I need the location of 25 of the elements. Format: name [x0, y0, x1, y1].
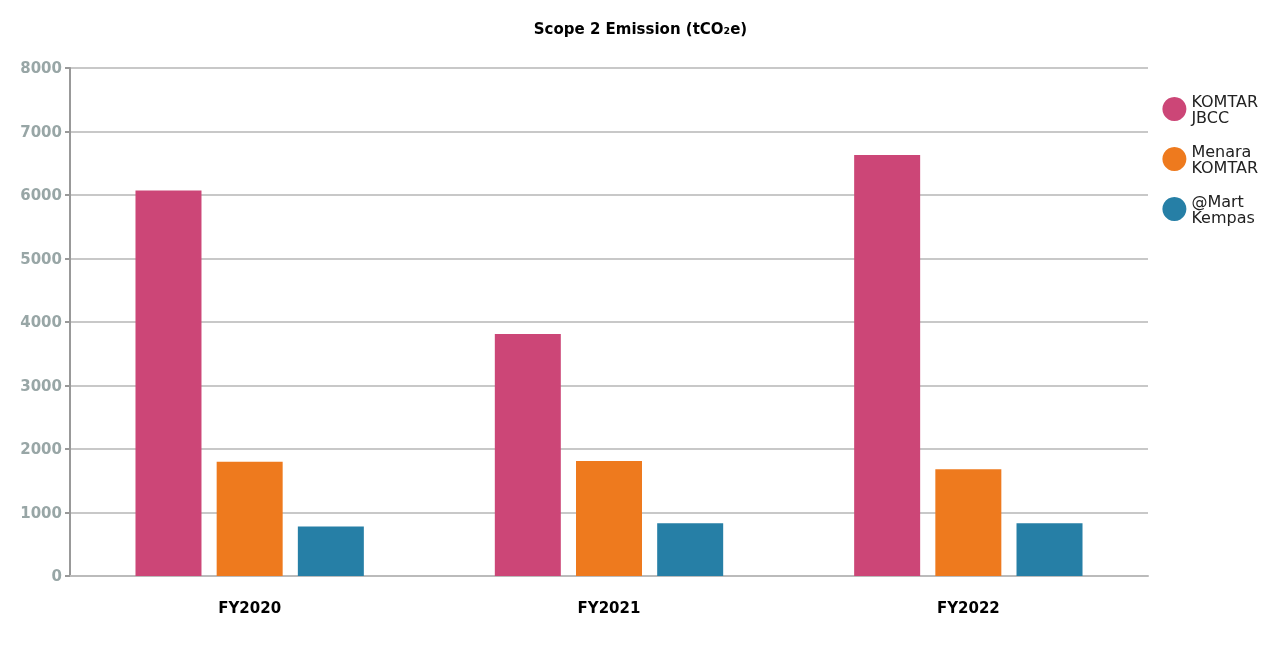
y-tick-label: 2000 — [20, 440, 62, 458]
x-tick-label: FY2020 — [218, 598, 282, 617]
bar — [494, 334, 561, 576]
x-tick-label: FY2022 — [936, 598, 1000, 617]
legend-label: Menara KOMTAR — [1191, 141, 1258, 177]
y-tick-label: 7000 — [20, 122, 62, 141]
bar — [297, 526, 364, 576]
y-tick-label: 4000 — [20, 313, 62, 331]
y-tick-label: 3000 — [20, 376, 62, 395]
chart-title: Scope 2 Emission (tCO₂e) — [533, 19, 748, 38]
bar — [657, 523, 724, 576]
bar — [576, 461, 642, 576]
bar — [135, 190, 202, 576]
y-tick-label: 1000 — [20, 503, 62, 522]
legend-label: @Mart Kempas — [1191, 191, 1255, 227]
bar — [935, 469, 1002, 576]
legend-label: KOMTAR JBCC — [1190, 91, 1258, 127]
bar — [216, 461, 283, 576]
y-tick-label: 0 — [51, 567, 62, 585]
bar — [854, 155, 921, 576]
y-tick-label: 6000 — [20, 186, 62, 204]
bar — [1016, 523, 1083, 576]
y-tick-label: 8000 — [20, 59, 62, 77]
y-tick-label: 5000 — [20, 249, 62, 268]
x-tick-label: FY2021 — [577, 598, 641, 617]
